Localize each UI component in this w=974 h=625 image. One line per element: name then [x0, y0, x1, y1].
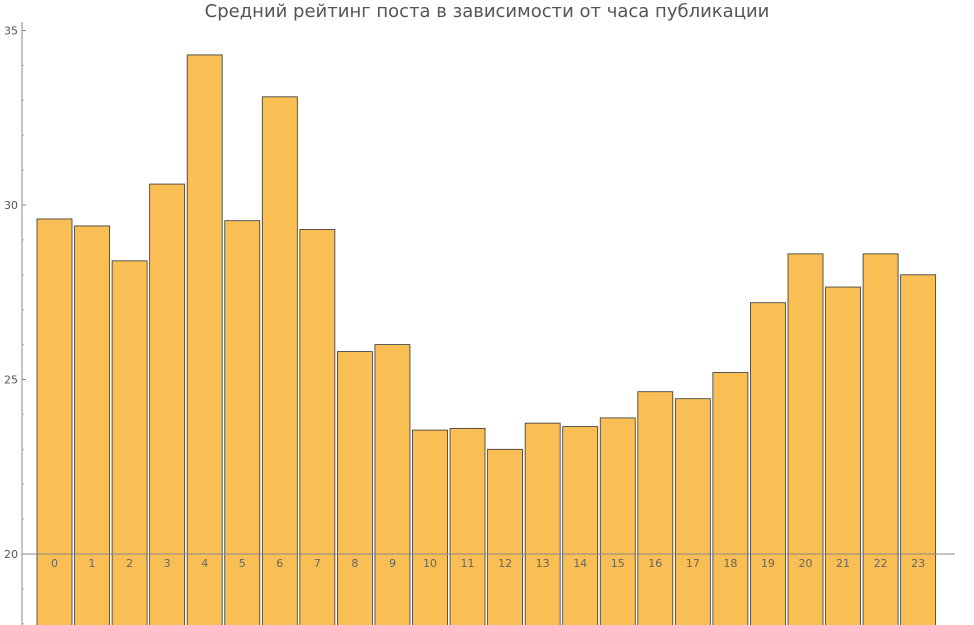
x-tick-label-15: 15 [611, 557, 625, 570]
x-tick-label-5: 5 [239, 557, 246, 570]
x-tick-label-4: 4 [201, 557, 208, 570]
bar-hour-14 [562, 426, 599, 625]
bar-hour-0 [36, 218, 73, 625]
y-tick-label-30: 30 [4, 199, 18, 212]
x-tick-label-8: 8 [351, 557, 358, 570]
bar-hour-13 [524, 422, 561, 625]
bar-hour-20 [787, 253, 824, 625]
x-tick-label-19: 19 [761, 557, 775, 570]
bar-hour-6 [261, 96, 298, 625]
bar-hour-15 [599, 417, 636, 625]
x-tick-label-23: 23 [911, 557, 925, 570]
bar-hour-7 [299, 229, 336, 625]
x-tick-label-9: 9 [389, 557, 396, 570]
chart-title: Средний рейтинг поста в зависимости от ч… [204, 1, 770, 22]
x-tick-label-20: 20 [799, 557, 813, 570]
x-tick-label-13: 13 [536, 557, 550, 570]
x-tick-label-22: 22 [874, 557, 888, 570]
bar-hour-18 [712, 372, 749, 625]
bar-hour-16 [637, 391, 674, 625]
bar-hour-5 [224, 220, 261, 625]
bar-hour-10 [412, 429, 448, 625]
bar-hour-12 [487, 448, 524, 625]
x-tick-label-3: 3 [164, 557, 171, 570]
bar-hour-3 [149, 183, 186, 625]
x-tick-label-10: 10 [423, 557, 437, 570]
x-tick-label-6: 6 [276, 557, 283, 570]
x-tick-label-14: 14 [573, 557, 587, 570]
bar-hour-9 [374, 344, 411, 625]
bar-hour-8 [336, 351, 373, 625]
x-tick-label-0: 0 [51, 557, 58, 570]
x-tick-label-7: 7 [314, 557, 321, 570]
bar-hour-2 [111, 260, 148, 625]
bar-hour-11 [449, 427, 486, 625]
x-tick-label-17: 17 [686, 557, 700, 570]
bar-hour-22 [862, 253, 899, 625]
bars-layer [36, 54, 937, 625]
y-tick-label-35: 35 [4, 25, 18, 38]
y-tick-label-20: 20 [4, 548, 18, 561]
bar-hour-23 [900, 274, 937, 625]
axes-layer [21, 22, 955, 625]
x-tick-label-21: 21 [836, 557, 850, 570]
bar-hour-21 [825, 286, 861, 625]
y-tick-label-25: 25 [4, 374, 18, 387]
x-tick-label-11: 11 [461, 557, 475, 570]
x-tick-label-1: 1 [89, 557, 96, 570]
bar-hour-17 [674, 398, 711, 625]
x-tick-label-12: 12 [498, 557, 512, 570]
bar-hour-4 [186, 54, 223, 625]
x-tick-label-16: 16 [648, 557, 662, 570]
x-tick-label-18: 18 [723, 557, 737, 570]
bar-hour-1 [74, 225, 110, 625]
bar-hour-19 [750, 302, 786, 625]
x-tick-label-2: 2 [126, 557, 133, 570]
